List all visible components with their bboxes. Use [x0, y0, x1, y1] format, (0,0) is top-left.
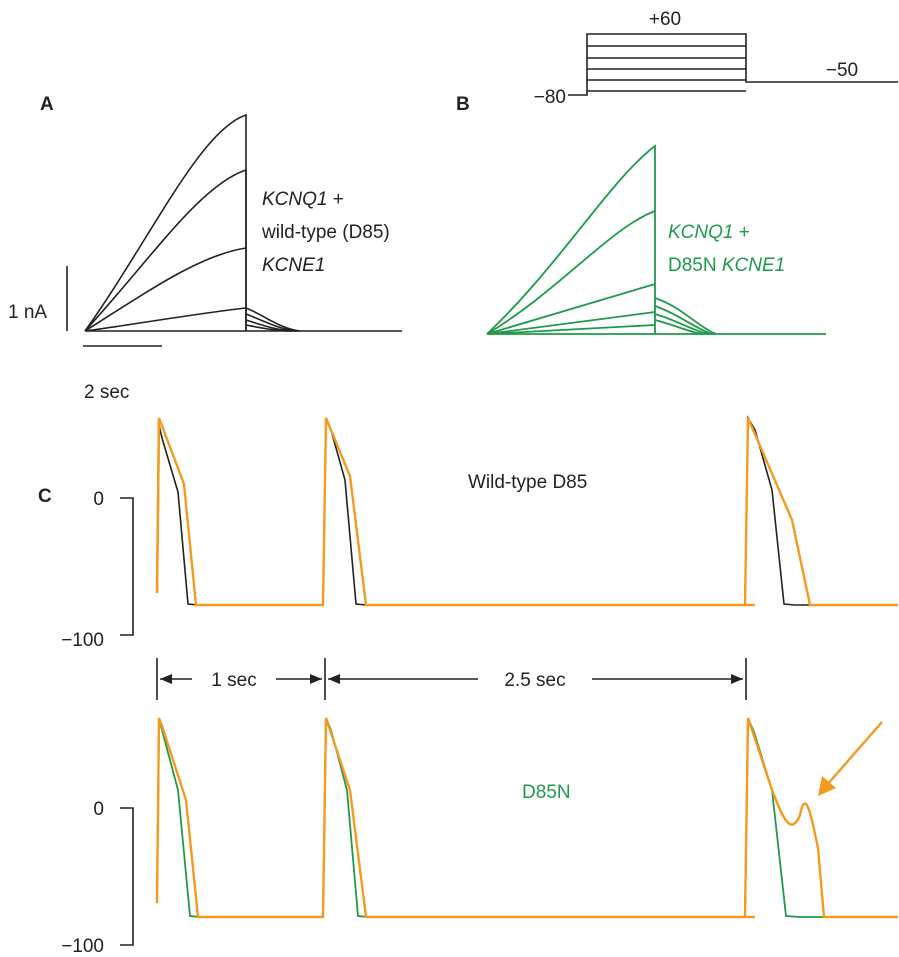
top-y-tick-minus100: −100 [61, 630, 104, 651]
panel-a-label: A [40, 94, 54, 115]
panel-b-label-line2: D85N KCNE1 [668, 255, 785, 276]
panel-b-tail-1 [654, 297, 717, 335]
protocol-step-label: +60 [649, 9, 681, 30]
panel-a-label-line2: wild-type (D85) [261, 222, 390, 243]
panel-b-label-line1: KCNQ1 + [668, 222, 750, 243]
panel-b-trace-2 [486, 210, 656, 335]
top-trace-black [156, 415, 898, 606]
panel-a-trace-2 [84, 168, 247, 332]
panel-b-traces [486, 144, 826, 335]
panel-b-trace-1 [486, 144, 656, 335]
panel-c-top-axis: 0 −100 [61, 489, 134, 651]
bottom-trace-green [156, 717, 898, 918]
panel-a-trace-4 [84, 307, 247, 332]
bottom-trace-orange [155, 717, 898, 919]
panel-b-trace-3 [486, 283, 656, 335]
panel-b-gene-kcne1: KCNE1 [722, 255, 785, 276]
panel-b-tail-3 [654, 313, 709, 335]
arrow-icon [818, 721, 883, 796]
panel-a-plus: + [327, 189, 343, 210]
voltage-protocol: −80 +60 −50 [534, 9, 898, 108]
panel-a-tail-4 [245, 324, 293, 332]
bottom-y-tick-minus100: −100 [61, 936, 104, 957]
top-trace-orange [155, 417, 898, 607]
time-scale-label: 2 sec [84, 382, 129, 403]
panel-b-label: B [456, 94, 470, 115]
panel-b-trace-5 [486, 324, 656, 335]
bottom-y-tick-zero: 0 [93, 799, 104, 820]
panel-b-d85n: D85N [668, 255, 722, 276]
panel-b-tail-2 [654, 305, 713, 335]
top-y-tick-zero: 0 [93, 489, 104, 510]
panel-a-gene-kcnq1: KCNQ1 [262, 189, 327, 210]
panel-a-trace-3 [84, 247, 247, 332]
panel-b-tail-4 [654, 319, 703, 335]
panel-a-label-line3: KCNE1 [262, 255, 325, 276]
panel-c-label: C [38, 486, 52, 507]
panel-c-bottom-axis: 0 −100 [61, 799, 134, 957]
current-scale-label: 1 nA [8, 302, 47, 323]
interval-1-label: 1 sec [211, 670, 256, 691]
panel-a-trace-1 [84, 113, 247, 332]
panel-b-trace-4 [486, 311, 656, 335]
panel-a-label-line1: KCNQ1 + [262, 189, 344, 210]
protocol-hold-label: −80 [534, 87, 566, 108]
panel-b-plus: + [733, 222, 749, 243]
interval-markers: 1 sec 2.5 sec [156, 658, 747, 700]
panel-a-traces [84, 113, 402, 332]
panel-b-gene-kcnq1: KCNQ1 [668, 222, 733, 243]
trace-top-label: Wild-type D85 [468, 472, 587, 493]
trace-bottom-label: D85N [522, 782, 571, 803]
interval-2-label: 2.5 sec [504, 670, 565, 691]
protocol-tail-label: −50 [826, 60, 858, 81]
